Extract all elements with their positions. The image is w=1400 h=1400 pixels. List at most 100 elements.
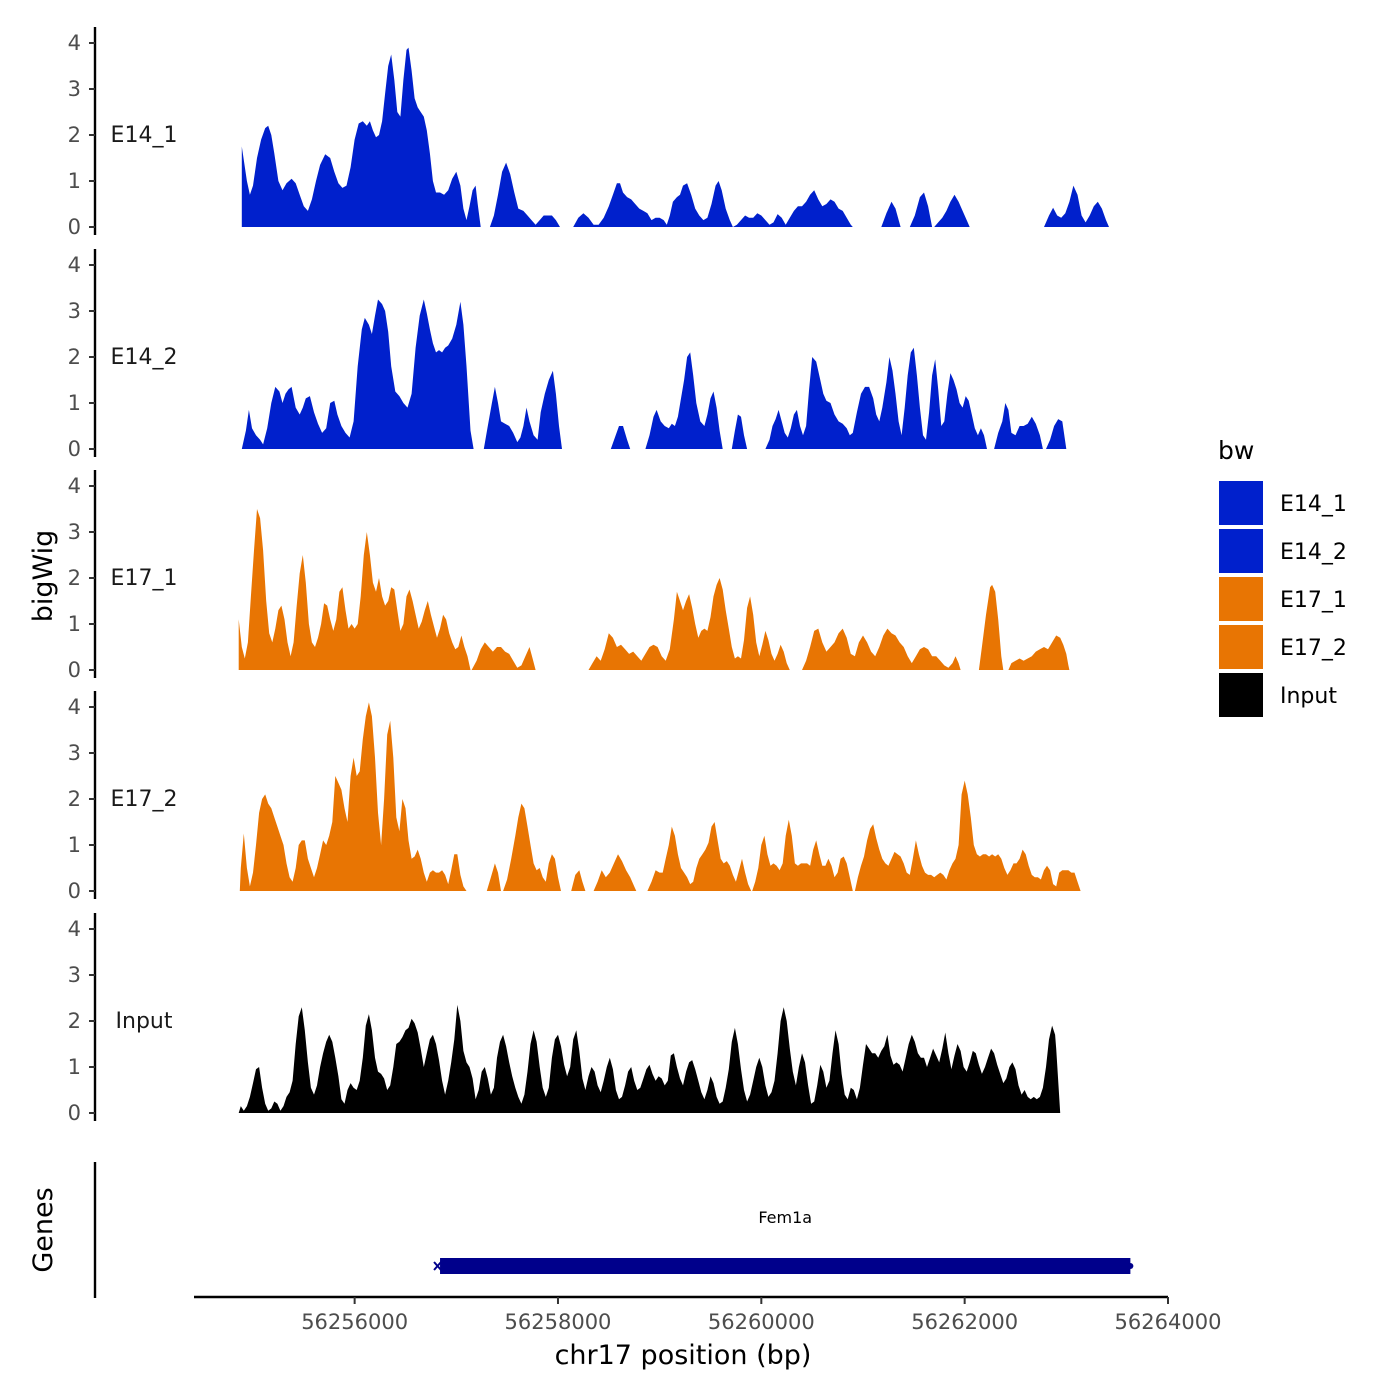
coverage-area	[645, 352, 723, 449]
coverage-area	[489, 162, 560, 227]
y-tick-label: 4	[68, 31, 81, 55]
track-e17-1: 0 1 2 3 4 E17_1	[68, 470, 1070, 682]
y-tick-label: 1	[68, 833, 81, 857]
legend-item-e14-1: E14_1	[1219, 481, 1347, 525]
legend-label: E17_2	[1280, 636, 1347, 661]
y-axis-title: bigWig	[28, 530, 59, 623]
coverage-area	[471, 642, 536, 670]
x-tick-label: 56264000	[1115, 1310, 1222, 1334]
legend-item-e17-1: E17_1	[1219, 577, 1347, 621]
genes-panel: Fem1a	[93, 1162, 1134, 1298]
coverage-area	[241, 47, 481, 227]
track-e14-2: 0 1 2 3 4 E14_2	[68, 249, 1067, 461]
tracks-layer: 0 1 2 3 4 E14_1 0 1 2 3 4 E14_2 0 1 2 3 4 E17_1 0 1 2 3 4 E17_2…	[68, 27, 1109, 1125]
coverage-area	[752, 819, 853, 891]
x-axis: 56256000 56258000 56260000 56262000 56264000	[194, 1295, 1222, 1334]
legend-label: Input	[1280, 684, 1337, 709]
y-tick-label: 1	[68, 1055, 81, 1079]
coverage-area	[593, 854, 637, 891]
x-tick-label: 56256000	[301, 1310, 408, 1334]
legend-swatch	[1219, 529, 1263, 573]
coverage-area	[802, 628, 961, 670]
legend-swatch	[1219, 577, 1263, 621]
y-tick-label: 1	[68, 391, 81, 415]
coverage-area	[854, 780, 1081, 891]
legend-item-e14-2: E14_2	[1219, 529, 1347, 573]
y-tick-label: 2	[68, 787, 81, 811]
coverage-area	[573, 181, 733, 227]
track-label: E14_1	[111, 123, 178, 148]
y-tick-label: 3	[68, 520, 81, 544]
coverage-area	[238, 1004, 1061, 1113]
x-tick-label: 56258000	[505, 1310, 612, 1334]
coverage-area	[765, 347, 987, 449]
legend-swatch	[1219, 673, 1263, 717]
coverage-area	[588, 578, 790, 670]
coverage-area	[731, 414, 748, 449]
legend-item-input: Input	[1219, 673, 1337, 717]
coverage-area	[241, 299, 474, 449]
coverage-area	[732, 190, 853, 227]
y-tick-label: 3	[68, 77, 81, 101]
coverage-area	[1008, 635, 1070, 670]
y-tick-label: 3	[68, 741, 81, 765]
coverage-area	[610, 426, 631, 449]
x-tick-label: 56262000	[911, 1310, 1018, 1334]
y-tick-label: 3	[68, 963, 81, 987]
y-tick-label: 2	[68, 345, 81, 369]
coverage-area	[239, 702, 467, 891]
gene-fem1a: Fem1a	[433, 1208, 1134, 1274]
gene-end-marker	[1127, 1263, 1134, 1269]
track-label: Input	[116, 1009, 173, 1034]
y-tick-label: 4	[68, 253, 81, 277]
y-tick-label: 0	[68, 437, 81, 461]
track-label: E17_1	[111, 566, 178, 591]
y-tick-label: 2	[68, 123, 81, 147]
legend-item-e17-2: E17_2	[1219, 625, 1347, 669]
coverage-area	[1046, 419, 1067, 449]
y-tick-label: 0	[68, 879, 81, 903]
coverage-area	[978, 584, 1004, 670]
y-tick-label: 1	[68, 169, 81, 193]
genes-axis-title: Genes	[28, 1187, 59, 1272]
legend-title: bw	[1218, 436, 1254, 465]
y-tick-label: 0	[68, 658, 81, 682]
coverage-area	[909, 192, 933, 227]
coverage-area	[571, 870, 586, 891]
y-tick-label: 4	[68, 695, 81, 719]
y-tick-label: 3	[68, 299, 81, 323]
gene-body	[440, 1258, 1131, 1274]
track-e17-2: 0 1 2 3 4 E17_2	[68, 691, 1081, 903]
y-tick-label: 4	[68, 917, 81, 941]
legend-swatch	[1219, 481, 1263, 525]
y-tick-label: 4	[68, 474, 81, 498]
coverage-area	[238, 509, 471, 670]
y-tick-label: 2	[68, 1009, 81, 1033]
track-label: E17_2	[111, 787, 178, 812]
coverage-area	[483, 370, 562, 449]
legend-label: E17_1	[1280, 588, 1347, 613]
y-tick-label: 2	[68, 566, 81, 590]
coverage-area	[1044, 185, 1109, 227]
x-axis-title: chr17 position (bp)	[555, 1340, 812, 1371]
gene-label: Fem1a	[758, 1208, 812, 1227]
strand-marker	[433, 1261, 442, 1271]
legend-swatch	[1219, 625, 1263, 669]
y-tick-label: 1	[68, 612, 81, 636]
legend-label: E14_1	[1280, 492, 1347, 517]
x-tick-label: 56260000	[708, 1310, 815, 1334]
track-label: E14_2	[111, 345, 178, 370]
coverage-area	[647, 822, 752, 891]
coverage-area	[503, 803, 561, 891]
coverage-area	[994, 403, 1043, 449]
coverage-area	[934, 194, 970, 227]
y-tick-label: 0	[68, 215, 81, 239]
coverage-area	[486, 863, 501, 891]
legend: bw E14_1 E14_2 E17_1 E17_2 Input	[1218, 436, 1347, 717]
legend-label: E14_2	[1280, 540, 1347, 565]
y-tick-label: 0	[68, 1101, 81, 1125]
coverage-area	[881, 201, 901, 227]
track-input: 0 1 2 3 4 Input	[68, 913, 1061, 1125]
track-e14-1: 0 1 2 3 4 E14_1	[68, 27, 1109, 239]
